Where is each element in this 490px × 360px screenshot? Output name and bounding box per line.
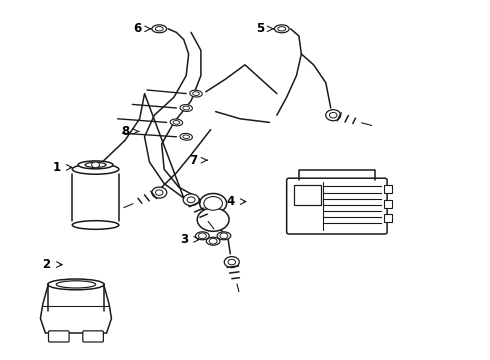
Ellipse shape [56, 281, 96, 288]
Circle shape [220, 233, 228, 239]
Bar [384, 200, 392, 208]
Text: 6: 6 [133, 22, 141, 35]
Bar [384, 214, 392, 222]
Text: 7: 7 [190, 154, 197, 167]
Ellipse shape [193, 92, 199, 95]
Ellipse shape [274, 25, 289, 33]
FancyBboxPatch shape [287, 178, 387, 234]
Ellipse shape [190, 90, 202, 97]
Ellipse shape [217, 232, 231, 240]
Circle shape [198, 233, 206, 239]
Ellipse shape [183, 135, 190, 139]
Ellipse shape [173, 121, 180, 124]
Circle shape [224, 257, 239, 267]
Circle shape [228, 259, 236, 265]
Ellipse shape [180, 105, 193, 111]
Ellipse shape [183, 106, 190, 110]
Ellipse shape [78, 161, 113, 169]
Text: 8: 8 [121, 125, 129, 138]
Ellipse shape [180, 134, 193, 140]
Circle shape [92, 162, 99, 168]
Ellipse shape [204, 197, 222, 210]
Text: 2: 2 [43, 258, 50, 271]
Ellipse shape [155, 27, 163, 31]
FancyBboxPatch shape [83, 331, 103, 342]
Circle shape [329, 112, 337, 118]
Ellipse shape [200, 194, 226, 213]
Ellipse shape [48, 279, 104, 290]
Bar [384, 185, 392, 193]
Text: 5: 5 [256, 22, 264, 35]
Ellipse shape [85, 162, 106, 167]
Ellipse shape [170, 119, 183, 126]
Bar [294, 185, 321, 205]
Circle shape [155, 190, 163, 195]
Circle shape [152, 187, 167, 198]
Ellipse shape [278, 27, 286, 31]
Ellipse shape [152, 25, 167, 33]
Circle shape [187, 197, 195, 203]
Circle shape [209, 238, 217, 244]
Text: 1: 1 [52, 161, 60, 174]
Text: 3: 3 [180, 233, 188, 246]
Ellipse shape [73, 164, 119, 174]
Circle shape [183, 194, 199, 206]
Ellipse shape [206, 237, 220, 245]
Ellipse shape [196, 232, 209, 240]
Ellipse shape [197, 208, 229, 231]
FancyBboxPatch shape [49, 331, 69, 342]
Ellipse shape [73, 221, 119, 229]
Circle shape [326, 110, 341, 121]
Text: 4: 4 [226, 195, 234, 208]
